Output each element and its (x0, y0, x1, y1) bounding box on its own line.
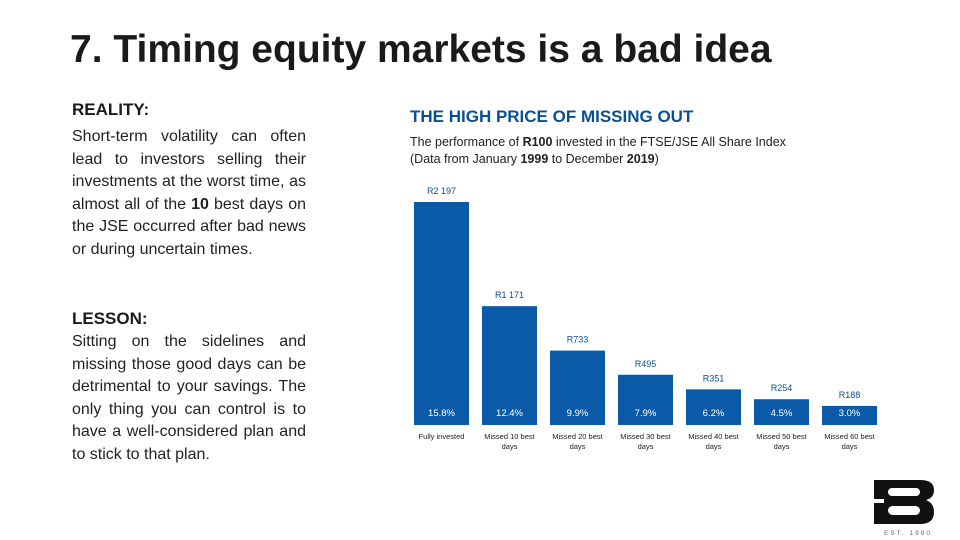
lesson-heading: LESSON: (72, 309, 148, 328)
x-tick-label: Missed 20 best days (552, 432, 603, 451)
value-label: R1 171 (495, 290, 524, 300)
x-tick-label: Missed 10 best days (484, 432, 535, 451)
logo-text: EST. 1980 (884, 530, 932, 537)
value-label: R2 197 (427, 186, 456, 196)
reality-text: Short-term volatility can often lead to … (72, 126, 306, 261)
bar (482, 306, 537, 425)
reality-heading: REALITY: (72, 100, 150, 119)
x-tick-label: Missed 50 best days (756, 432, 807, 451)
return-label: 7.9% (635, 408, 657, 419)
slide-title: 7. Timing equity markets is a bad idea (70, 28, 772, 71)
bar (822, 405, 877, 425)
text: to December (548, 152, 627, 166)
return-label: 15.8% (428, 408, 455, 419)
text: ) (654, 152, 659, 166)
bar (550, 350, 605, 425)
text: 1999 (520, 152, 549, 166)
return-label: 4.5% (771, 408, 793, 419)
text: 2019 (626, 152, 655, 166)
x-tick-label: Missed 40 best days (688, 432, 739, 451)
text: R100 (522, 135, 553, 149)
bar (618, 374, 673, 425)
chart-title: THE HIGH PRICE OF MISSING OUT (410, 107, 694, 126)
return-label: 6.2% (703, 408, 725, 419)
text: 10 (191, 195, 209, 213)
text: invested in the FTSE/JSE All Share Index (552, 135, 786, 149)
bar (414, 202, 469, 425)
value-label: R188 (839, 390, 861, 400)
text: Short-term volatility can often lead to … (72, 128, 306, 213)
return-label: 9.9% (567, 408, 589, 419)
return-label: 3.0% (839, 408, 861, 419)
text: (Data from January (410, 152, 521, 166)
chart-plot: R2 197 15.8% R1 171 12.4% R733 9.9% R495 7.9% R3… (414, 186, 877, 425)
x-tick-label: Fully invested (418, 432, 465, 441)
value-label: R733 (567, 335, 589, 345)
chart: R2 197 15.8% R1 171 12.4% R733 9.9% R495 7.9% R3… (400, 180, 890, 470)
bar (686, 389, 741, 425)
chart-subtitle: The performance of R100 invested in the … (410, 134, 786, 168)
return-label: 12.4% (496, 408, 523, 419)
value-label: R254 (771, 383, 793, 393)
x-tick-label: Missed 60 best days (824, 432, 875, 451)
value-label: R351 (703, 373, 725, 383)
text: best days on the JSE occurred after bad … (72, 195, 307, 258)
x-tick-label: Missed 30 best days (620, 432, 671, 451)
text: The performance of (410, 135, 523, 149)
value-label: R495 (635, 359, 657, 369)
bar (754, 399, 809, 425)
logo: EST. 1980 (874, 480, 934, 537)
lesson-text: Sitting on the sidelines and missing tho… (72, 333, 306, 463)
